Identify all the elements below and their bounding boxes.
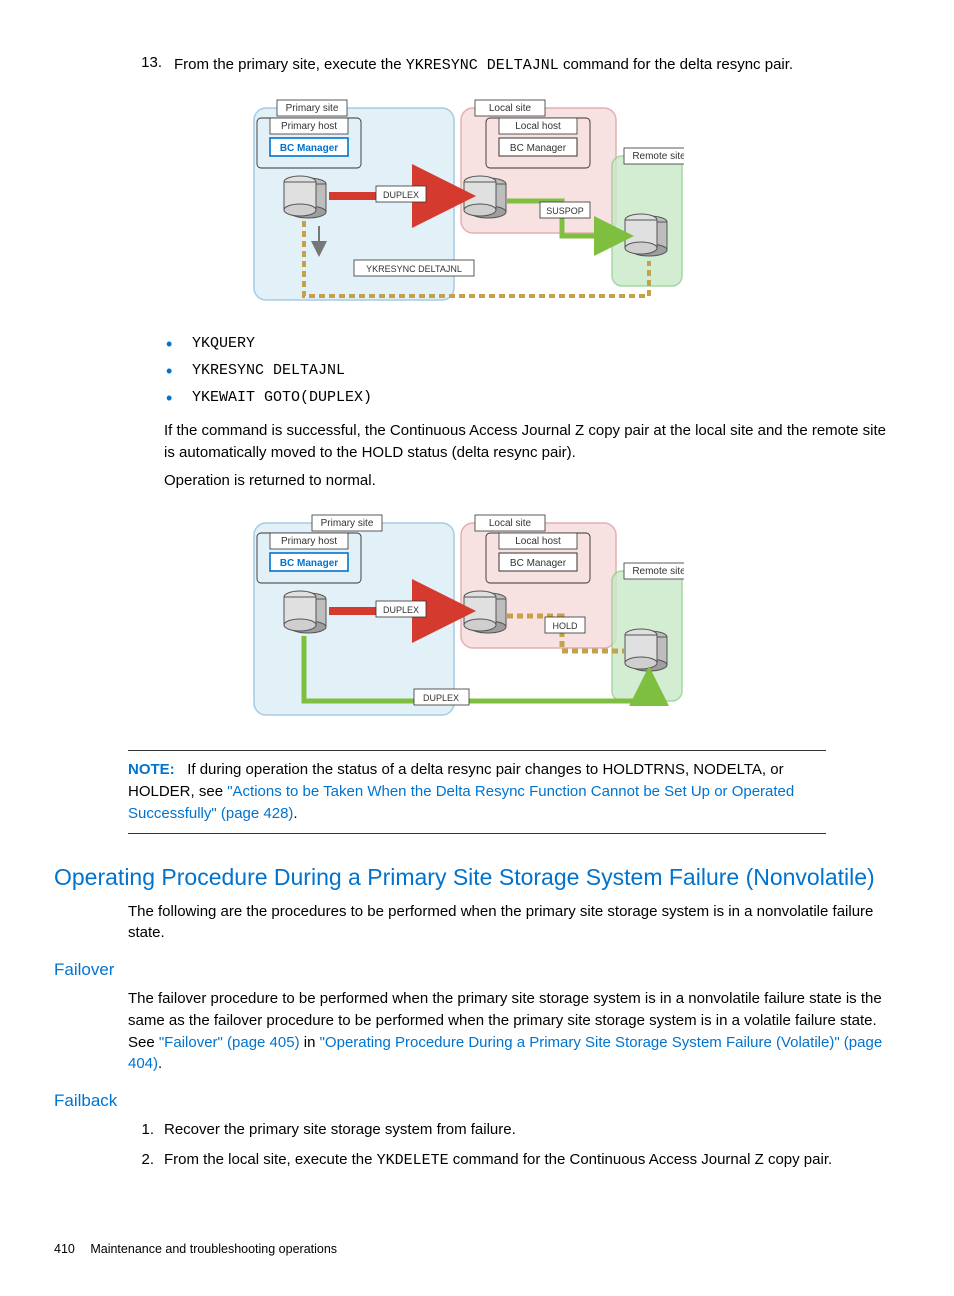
failback-list: Recover the primary site storage system … [128, 1119, 900, 1172]
svg-text:Local host: Local host [515, 536, 561, 547]
d1-disk-remote [625, 214, 667, 256]
d1-remote-site-label: Remote site [632, 151, 684, 162]
step-13-number: 13. [128, 54, 174, 76]
step-13: 13. From the primary site, execute the Y… [128, 54, 900, 76]
footer-chapter: Maintenance and troubleshooting operatio… [90, 1242, 337, 1256]
diagram-1: Primary site Primary host BC Manager Loc… [164, 96, 900, 311]
note-text-2: . [293, 805, 297, 822]
failback-2cmd: YKDELETE [377, 1152, 449, 1169]
note-link[interactable]: "Actions to be Taken When the Delta Resy… [128, 783, 794, 822]
commands-list: YKQUERY YKRESYNC DELTAJNL YKEWAIT GOTO(D… [164, 335, 900, 406]
diagram-1-svg: Primary site Primary host BC Manager Loc… [164, 96, 684, 306]
d2-duplex-top: DUPLEX [383, 605, 419, 615]
svg-text:BC Manager: BC Manager [510, 558, 567, 569]
failover-link-1[interactable]: "Failover" (page 405) [159, 1034, 300, 1051]
d1-primary-host-label: Primary host [281, 121, 337, 132]
failback-item-1: Recover the primary site storage system … [128, 1119, 900, 1141]
d2-hold-label: HOLD [552, 621, 578, 631]
failover-heading: Failover [54, 960, 900, 980]
bullet-ykresync: YKRESYNC DELTAJNL [164, 362, 900, 379]
d1-primary-site-label: Primary site [286, 103, 339, 114]
diagram-2: Primary site Primary host BC Manager Loc… [164, 511, 900, 726]
para-success: If the command is successful, the Contin… [164, 420, 900, 464]
page-footer: 410 Maintenance and troubleshooting oper… [54, 1242, 900, 1256]
section-intro: The following are the procedures to be p… [128, 901, 900, 945]
note-label: NOTE: [128, 761, 175, 778]
svg-text:BC Manager: BC Manager [280, 558, 338, 569]
para-op-normal: Operation is returned to normal. [164, 470, 900, 492]
svg-text:Local site: Local site [489, 518, 532, 529]
page-content: 13. From the primary site, execute the Y… [0, 0, 954, 1296]
d1-disk-local [464, 176, 506, 218]
step-13-cmd: YKRESYNC DELTAJNL [406, 57, 559, 74]
step-13-text-b: command for the delta resync pair. [559, 56, 793, 73]
note-box: NOTE: If during operation the status of … [128, 750, 826, 833]
diagram-2-svg: Primary site Primary host BC Manager Loc… [164, 511, 684, 721]
failback-item-2: From the local site, execute the YKDELET… [128, 1149, 900, 1172]
bullet-ykewait: YKEWAIT GOTO(DUPLEX) [164, 389, 900, 406]
d1-suspop-label: SUSPOP [546, 206, 584, 216]
step-13-body: From the primary site, execute the YKRES… [174, 54, 900, 76]
d1-local-site-label: Local site [489, 103, 532, 114]
bullet-ykquery: YKQUERY [164, 335, 900, 352]
svg-text:Primary host: Primary host [281, 536, 337, 547]
failback-2b: command for the Continuous Access Journa… [449, 1151, 833, 1168]
failover-t3: . [158, 1055, 162, 1072]
d1-local-host-label: Local host [515, 121, 561, 132]
d1-disk-primary [284, 176, 326, 218]
step-13-text-a: From the primary site, execute the [174, 56, 406, 73]
failover-t2: in [300, 1034, 320, 1051]
svg-text:Primary site: Primary site [321, 518, 374, 529]
d1-ykresync-label: YKRESYNC DELTAJNL [366, 264, 462, 274]
d1-duplex-label: DUPLEX [383, 190, 419, 200]
failback-2a: From the local site, execute the [164, 1151, 377, 1168]
d1-bc-manager-1: BC Manager [280, 143, 338, 154]
section-heading: Operating Procedure During a Primary Sit… [54, 864, 900, 891]
svg-text:Remote site: Remote site [632, 566, 684, 577]
d1-bc-manager-2: BC Manager [510, 143, 567, 154]
failover-para: The failover procedure to be performed w… [128, 988, 900, 1075]
failback-heading: Failback [54, 1091, 900, 1111]
footer-page-number: 410 [54, 1242, 75, 1256]
d2-duplex-bottom: DUPLEX [423, 693, 459, 703]
